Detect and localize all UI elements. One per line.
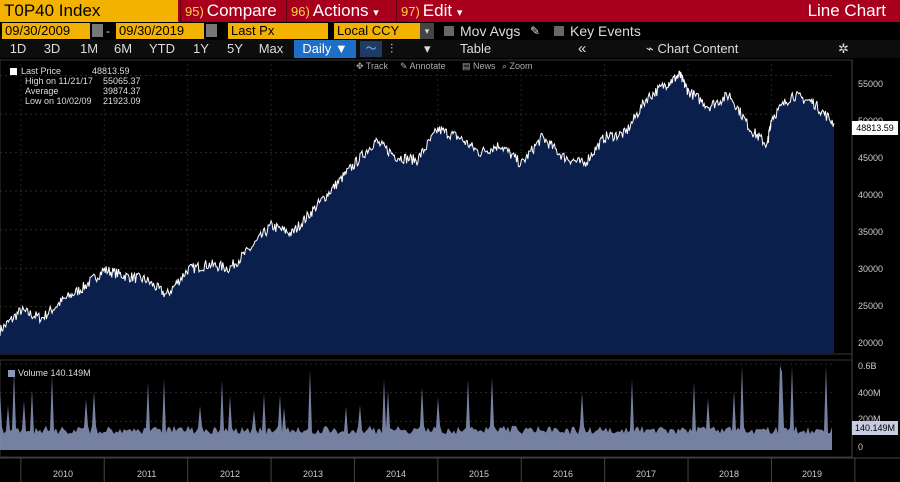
top-menu-bar	[0, 0, 900, 22]
compare-button[interactable]: 95) Compare	[180, 0, 284, 22]
price-field-select[interactable]: Last Px	[228, 23, 328, 39]
chart-title: Line Chart	[807, 1, 886, 20]
actions-button[interactable]: 96) Actions ▾	[286, 0, 394, 22]
volume-swatch	[8, 370, 15, 378]
actions-chevron-icon: ▾	[373, 7, 379, 19]
start-date-field[interactable]: 09/30/2009	[2, 23, 90, 39]
actions-label: Actions	[312, 1, 369, 20]
last-price-value: 48813.59	[92, 66, 130, 76]
low-value: 21923.09	[103, 96, 141, 106]
last-price-label: Last Price	[21, 66, 62, 76]
x-tick: 2019	[802, 469, 823, 479]
edit-label: Edit	[422, 1, 453, 20]
last-price-tag: 48813.59	[852, 121, 898, 135]
date-separator: -	[106, 24, 110, 38]
x-tick: 2012	[220, 469, 241, 479]
annotate-label: Annotate	[409, 61, 446, 71]
zoom-icon: ⌕	[502, 61, 510, 71]
track-label: Track	[365, 61, 389, 71]
x-tick: 2017	[636, 469, 657, 479]
ticker-field[interactable]: T0P40 Index	[0, 0, 178, 22]
y-tick: 55000	[858, 79, 884, 89]
x-tick: 2010	[53, 469, 74, 479]
gear-icon[interactable]: ✲	[838, 41, 849, 56]
volume-value: 140.149M	[50, 368, 91, 378]
y-tick: 35000	[858, 227, 884, 237]
period-1y[interactable]: 1Y	[193, 41, 209, 56]
mov-avgs-checkbox[interactable]	[444, 26, 454, 36]
y-tick: 25000	[858, 301, 884, 311]
y-tick: 45000	[858, 153, 884, 163]
volume-area	[0, 365, 832, 450]
y-tick: 20000	[858, 338, 884, 348]
x-tick: 2011	[137, 469, 157, 479]
period-ytd[interactable]: YTD	[149, 41, 175, 56]
last-price-swatch	[10, 68, 17, 76]
track-icon: ✥	[356, 61, 366, 71]
actions-shortcut: 96)	[291, 4, 310, 19]
chart-content-icon: ⌁	[646, 41, 658, 56]
key-events-label: Key Events	[570, 23, 641, 39]
annotate-icon: ✎	[400, 61, 410, 71]
compare-shortcut: 95)	[185, 4, 204, 19]
volume-last-tag: 140.149M	[852, 421, 898, 435]
y-tick: 30000	[858, 264, 884, 274]
period-bar	[0, 40, 900, 58]
high-label: High on 11/21/17	[25, 76, 93, 86]
compare-label: Compare	[206, 1, 277, 20]
x-tick: 2018	[719, 469, 740, 479]
volume-tick: 200M	[858, 414, 881, 424]
chart-content-label: Chart Content	[657, 41, 739, 56]
line-chart-icon[interactable]: 〜	[360, 41, 382, 57]
start-calendar-icon[interactable]	[92, 24, 103, 37]
average-label: Average	[25, 86, 59, 96]
period-5y[interactable]: 5Y	[227, 41, 243, 56]
track-tool[interactable]: ✥ Track	[356, 60, 388, 72]
period-1m[interactable]: 1M	[79, 41, 99, 56]
frequency-select[interactable]: Daily ▼	[294, 40, 356, 58]
x-tick: 2013	[303, 469, 324, 479]
edit-button[interactable]: 97) Edit ▾	[396, 0, 482, 22]
x-tick: 2015	[469, 469, 490, 479]
currency-chevron-icon[interactable]: ▾	[420, 23, 434, 39]
news-label: News	[473, 61, 496, 71]
volume-tick: 400M	[858, 388, 881, 398]
key-events-checkbox[interactable]	[554, 26, 564, 36]
zoom-label: Zoom	[509, 61, 533, 71]
period-6m[interactable]: 6M	[113, 41, 133, 56]
x-tick: 2016	[553, 469, 574, 479]
mov-avgs-label: Mov Avgs	[460, 23, 521, 39]
end-date-field[interactable]: 09/30/2019	[116, 23, 204, 39]
low-label: Low on 10/02/09	[25, 96, 92, 106]
x-tick: 2014	[386, 469, 407, 479]
period-3d[interactable]: 3D	[43, 41, 61, 56]
zoom-tool[interactable]: ⌕ Zoom	[502, 60, 533, 72]
chart-content-button[interactable]: ⌁ Chart Content	[646, 40, 738, 58]
volume-tick: 0.6B	[858, 361, 877, 371]
edit-chevron-icon: ▾	[456, 7, 463, 19]
pencil-icon[interactable]: ✎	[530, 24, 541, 38]
style-chevron-icon[interactable]: ▾	[424, 41, 431, 56]
currency-select[interactable]: Local CCY	[334, 23, 420, 39]
period-1d[interactable]: 1D	[9, 41, 27, 56]
news-tool[interactable]: ▤ News	[462, 60, 496, 72]
bar-style-icon[interactable]: ⫶	[390, 41, 394, 56]
average-value: 39874.37	[103, 86, 141, 96]
edit-shortcut: 97)	[401, 4, 420, 19]
volume-label: Volume	[18, 368, 49, 378]
table-button[interactable]: Table	[460, 41, 492, 56]
period-max[interactable]: Max	[258, 41, 284, 56]
volume-tick: 0	[858, 442, 864, 452]
end-calendar-icon[interactable]	[206, 24, 217, 37]
volume-legend: Volume 140.149M	[8, 368, 91, 378]
price-legend: Last Price 48813.59 High on 11/21/17 55065…	[10, 66, 141, 106]
annotate-tool[interactable]: ✎ Annotate	[400, 60, 446, 72]
high-value: 55065.37	[103, 76, 141, 86]
price-series-line	[0, 70, 835, 336]
y-tick: 40000	[858, 190, 884, 200]
collapse-icon[interactable]: «	[578, 40, 587, 57]
price-area	[0, 71, 834, 354]
news-icon: ▤	[462, 61, 474, 71]
